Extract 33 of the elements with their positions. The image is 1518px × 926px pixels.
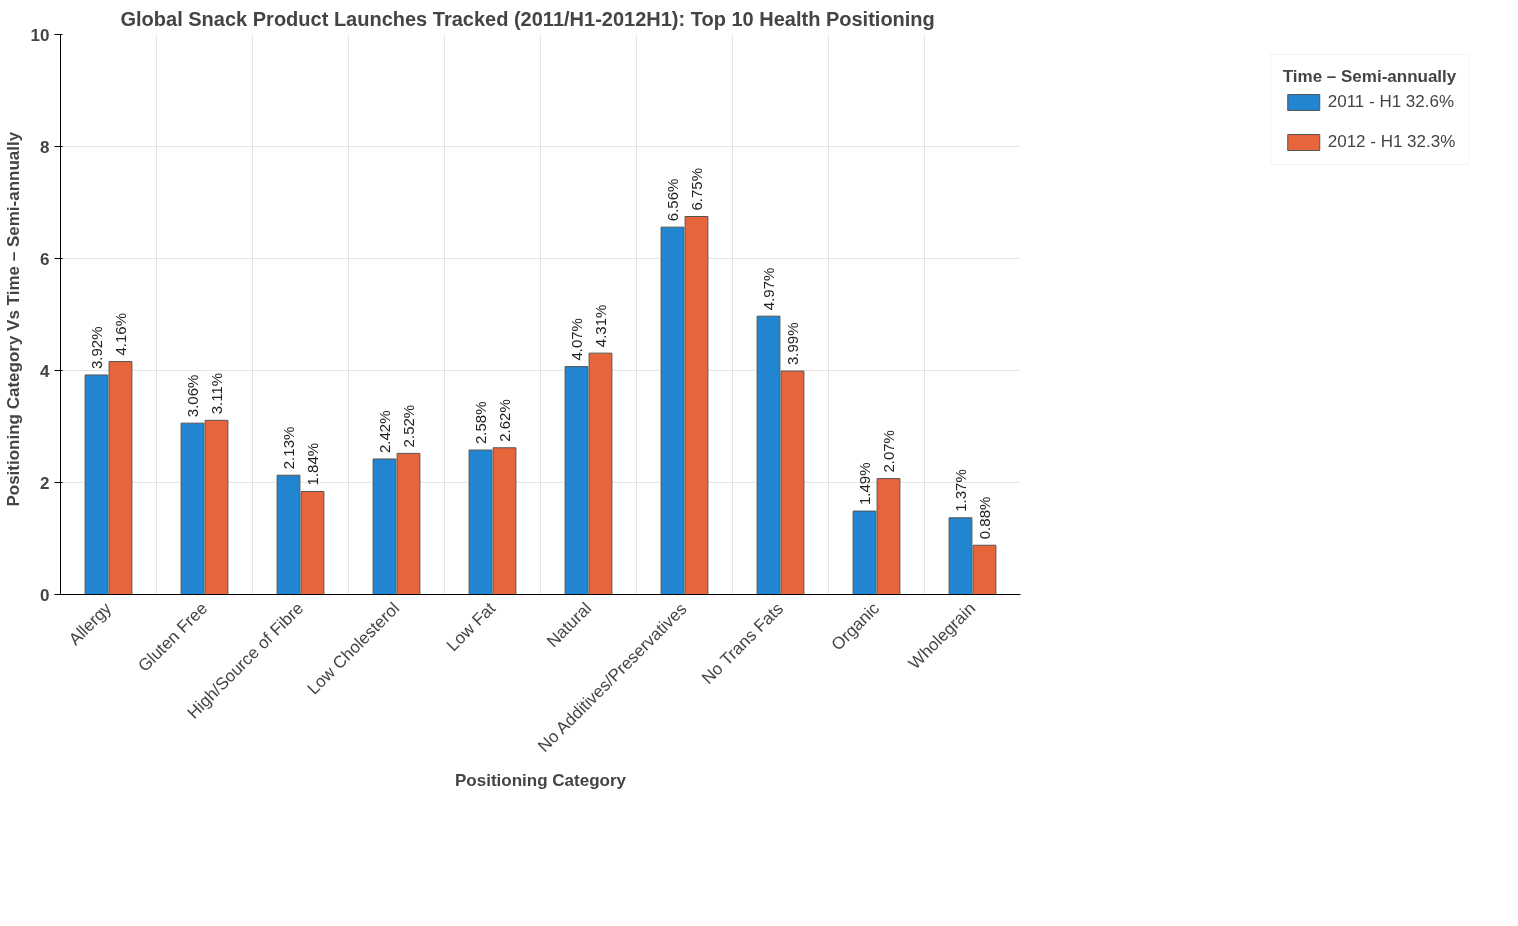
data-label: 3.92% bbox=[88, 326, 105, 369]
y-tick-label: 2 bbox=[40, 473, 50, 493]
y-axis-title: Positioning Category Vs Time – Semi-annually bbox=[3, 131, 23, 507]
data-label: 3.11% bbox=[208, 372, 225, 415]
y-tick-label: 6 bbox=[40, 249, 50, 269]
legend-label: 2012 - H1 32.3% bbox=[1327, 132, 1456, 152]
data-label: 4.97% bbox=[760, 267, 777, 311]
data-label: 1.49% bbox=[856, 462, 873, 506]
x-tick-label: Low Fat bbox=[443, 598, 500, 655]
data-label: 4.07% bbox=[568, 318, 585, 361]
data-label: 4.16% bbox=[112, 312, 129, 356]
data-label: 2.13% bbox=[280, 426, 297, 470]
data-label: 4.31% bbox=[592, 304, 609, 348]
y-tick-label: 10 bbox=[30, 25, 50, 45]
data-label: 2.42% bbox=[376, 410, 393, 453]
data-label: 0.88% bbox=[976, 496, 993, 540]
chart-title: Global Snack Product Launches Tracked (2011/H1-2012H1): Top 10 Health Positioning bbox=[120, 7, 935, 30]
data-label: 1.37% bbox=[952, 469, 969, 512]
x-axis-title: Positioning Category bbox=[455, 770, 627, 790]
legend-label: 2011 - H1 32.6% bbox=[1327, 92, 1455, 112]
data-label: 2.07% bbox=[880, 430, 897, 473]
data-label: 6.56% bbox=[664, 178, 681, 222]
y-tick-label: 0 bbox=[40, 585, 50, 605]
y-tick-label: 4 bbox=[40, 361, 51, 381]
data-label: 6.75% bbox=[688, 167, 705, 211]
legend-title: Time – Semi-annually bbox=[1282, 67, 1457, 87]
data-label: 1.84% bbox=[304, 442, 321, 486]
data-label: 2.62% bbox=[496, 399, 513, 442]
data-label: 2.52% bbox=[400, 404, 417, 448]
data-label: 3.06% bbox=[184, 374, 201, 418]
data-label: 2.58% bbox=[472, 401, 489, 445]
y-tick-label: 8 bbox=[40, 137, 50, 157]
data-label: 3.99% bbox=[784, 322, 801, 366]
